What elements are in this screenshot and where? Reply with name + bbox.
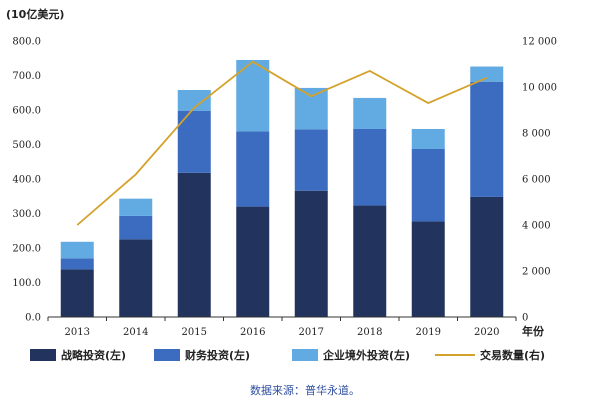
bars-layer — [60, 59, 504, 317]
bar-segment-2 — [119, 215, 153, 240]
bar-segment-2 — [294, 129, 328, 191]
x-tick-label: 2019 — [416, 327, 441, 338]
bar-segment-2 — [236, 131, 270, 207]
x-tick-label: 2020 — [474, 327, 499, 338]
bar-segment-2 — [353, 128, 387, 206]
bar-segment-2 — [60, 258, 94, 270]
y-right-tick-label: 6 000 — [522, 175, 551, 186]
bar-segment-3 — [294, 87, 328, 130]
legend-label: 交易数量(右) — [480, 348, 545, 362]
y-right-tick-label: 12 000 — [522, 37, 557, 48]
bar-segment-3 — [177, 89, 211, 111]
bar-segment-3 — [353, 97, 387, 129]
bar-segment-3 — [119, 198, 153, 216]
y-right-tick-label: 2 000 — [522, 267, 551, 278]
legend-label: 企业境外投资(左) — [322, 348, 410, 362]
y-left-tick-label: 0.0 — [25, 313, 41, 324]
bar-segment-3 — [60, 241, 94, 259]
y-left-tick-label: 200.0 — [12, 244, 41, 255]
deal-count-line — [76, 60, 488, 226]
x-tick-label: 2013 — [65, 327, 90, 338]
bar-segment-2 — [411, 148, 445, 222]
y-right-tick-label: 4 000 — [522, 221, 551, 232]
x-unit-label: 年份 — [522, 324, 545, 338]
bar-segment-1 — [470, 196, 504, 317]
legend-swatch — [154, 349, 180, 361]
bar-segment-1 — [411, 221, 445, 317]
axes-layer: 0.0 100.0 200.0 300.0 400.0 500.0 600.0 700.0 80… — [12, 37, 557, 339]
x-tick-label: 2014 — [123, 327, 148, 338]
bar-segment-1 — [353, 205, 387, 317]
y-left-tick-label: 300.0 — [12, 209, 41, 220]
y-left-tick-label: 800.0 — [12, 37, 41, 48]
x-tick-label: 2017 — [299, 327, 324, 338]
y-left-tick-label: 100.0 — [12, 278, 41, 289]
bar-segment-3 — [411, 128, 445, 149]
bar-segment-3 — [470, 66, 504, 82]
y-left-unit-label: (10亿美元) — [6, 7, 64, 21]
y-left-tick-label: 600.0 — [12, 106, 41, 117]
x-tick-label: 2015 — [182, 327, 207, 338]
source-note: 数据来源：普华永道。 — [250, 383, 360, 397]
y-left-tick-label: 700.0 — [12, 71, 41, 82]
y-right-tick-label: 10 000 — [522, 83, 557, 94]
bar-segment-1 — [60, 269, 94, 317]
bar-segment-2 — [470, 81, 504, 197]
bar-segment-3 — [236, 59, 270, 132]
y-left-tick-label: 500.0 — [12, 140, 41, 151]
legend-layer: 战略投资(左) 财务投资(左) 企业境外投资(左) 交易数量(右) — [30, 348, 545, 362]
legend-swatch — [292, 349, 318, 361]
bar-segment-1 — [294, 190, 328, 317]
x-tick-label: 2018 — [357, 327, 382, 338]
bar-segment-1 — [236, 206, 270, 317]
line-layer — [76, 60, 488, 226]
y-right-tick-label: 0 — [522, 313, 528, 324]
legend-label: 财务投资(左) — [184, 348, 250, 362]
bar-segment-1 — [119, 239, 153, 317]
legend-label: 战略投资(左) — [61, 348, 126, 362]
y-left-tick-label: 400.0 — [12, 175, 41, 186]
bar-segment-1 — [177, 172, 211, 317]
legend-swatch — [30, 349, 56, 361]
y-right-tick-label: 8 000 — [522, 129, 551, 140]
x-tick-label: 2016 — [240, 327, 265, 338]
